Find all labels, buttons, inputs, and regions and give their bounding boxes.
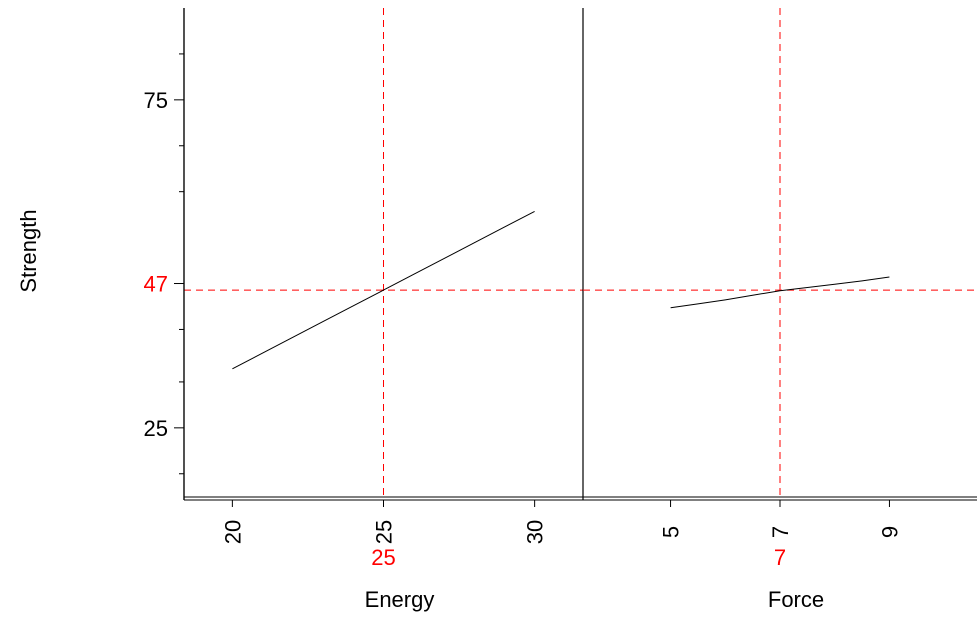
plot-panels: 20 25 30 25 Energy 5 7 9 7 Force [183,8,977,612]
x-tick-label: 5 [659,526,684,538]
panel-1: 20 25 30 25 Energy [183,8,583,612]
y-tick-label: 47 [144,272,168,297]
x-axis-title: Energy [365,587,435,612]
current-x-label: 7 [774,545,786,570]
x-tick-label: 30 [523,520,548,544]
y-tick-label: 75 [144,88,168,113]
x-tick-label: 20 [220,520,245,544]
current-x-label: 25 [371,545,395,570]
x-axis-title: Force [768,587,824,612]
y-axis: 25 47 75 [144,8,185,500]
x-tick-label: 7 [768,526,793,538]
series-line [232,210,535,370]
y-axis-title: Strength [16,209,41,292]
series-line [670,276,890,309]
y-tick-label: 25 [144,416,168,441]
x-tick-label: 9 [877,526,902,538]
panel-2: 5 7 9 7 Force [582,8,977,612]
x-tick-label: 25 [372,520,397,544]
